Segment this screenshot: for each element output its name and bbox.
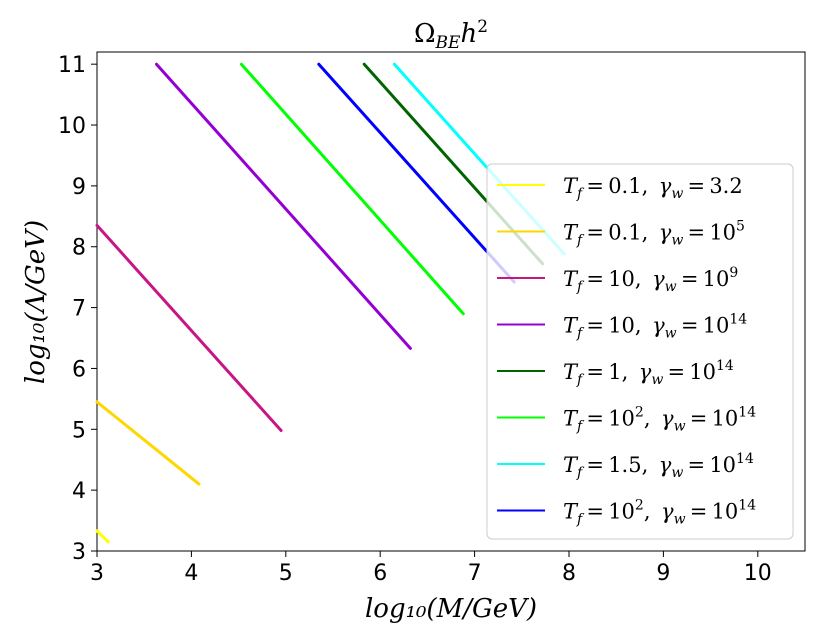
legend-label-4: Tf = 10, γw = 1014 xyxy=(563,312,747,342)
y-axis-title: log₁₀(Λ/GeV) xyxy=(21,220,51,384)
y-tick-label: 6 xyxy=(72,357,86,382)
series-line-6 xyxy=(239,62,465,316)
legend: Tf = 0.1, γw = 3.2 Tf = 0.1, γw = 105 Tf =… xyxy=(486,163,794,540)
y-tick-label: 9 xyxy=(72,175,86,200)
series-line-3 xyxy=(95,223,283,432)
y-axis-ticks: 3 4 5 6 7 8 9 10 11 xyxy=(58,53,97,565)
y-tick-label: 4 xyxy=(72,479,86,504)
series-line-8 xyxy=(317,62,516,284)
x-tick-label: 4 xyxy=(184,561,198,586)
legend-label-8: Tf = 102, γw = 1014 xyxy=(563,498,756,528)
y-tick-label: 8 xyxy=(72,236,86,261)
x-tick-label: 5 xyxy=(279,561,293,586)
title-h: h xyxy=(460,19,477,49)
title-omega: Ω xyxy=(414,19,436,49)
x-axis-ticks: 3 4 5 6 7 8 9 10 xyxy=(90,551,772,586)
legend-label-2: Tf = 0.1, γw = 105 xyxy=(563,219,745,249)
title-subscript: BE xyxy=(435,33,461,53)
x-tick-label: 6 xyxy=(373,561,387,586)
y-tick-label: 5 xyxy=(72,418,86,443)
title-superscript: 2 xyxy=(477,17,488,37)
x-tick-label: 10 xyxy=(744,561,772,586)
legend-label-5: Tf = 1, γw = 1014 xyxy=(563,358,734,388)
legend-box xyxy=(486,163,794,540)
legend-label-7: Tf = 1.5, γw = 1014 xyxy=(563,451,754,481)
x-tick-label: 8 xyxy=(562,561,576,586)
legend-entries: Tf = 0.1, γw = 3.2 Tf = 0.1, γw = 105 Tf =… xyxy=(497,174,756,528)
legend-label-1: Tf = 0.1, γw = 3.2 xyxy=(563,174,743,202)
series-line-2 xyxy=(95,400,201,486)
x-tick-label: 7 xyxy=(468,561,482,586)
legend-label-6: Tf = 102, γw = 1014 xyxy=(563,405,756,435)
x-tick-label: 3 xyxy=(90,561,104,586)
series-line-4 xyxy=(155,62,412,350)
plot-frame xyxy=(96,51,806,552)
legend-label-3: Tf = 10, γw = 109 xyxy=(563,265,738,295)
y-tick-label: 10 xyxy=(58,114,86,139)
y-tick-label: 11 xyxy=(58,53,86,78)
x-tick-label: 9 xyxy=(656,561,670,586)
series-line-1 xyxy=(95,529,110,544)
chart-title: ΩBEh2 xyxy=(414,17,488,53)
y-tick-label: 3 xyxy=(72,540,86,565)
x-axis-title: log₁₀(M/GeV) xyxy=(365,594,537,624)
y-tick-label: 7 xyxy=(72,297,86,322)
